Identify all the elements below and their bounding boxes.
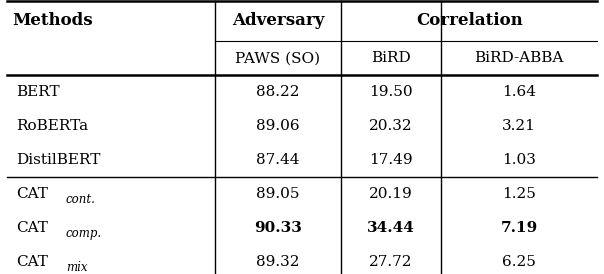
Text: 90.33: 90.33 (254, 221, 302, 235)
Text: Correlation: Correlation (416, 12, 522, 30)
Text: 1.64: 1.64 (502, 85, 536, 99)
Text: BiRD: BiRD (371, 51, 411, 65)
Text: comp.: comp. (66, 227, 102, 240)
Text: 1.25: 1.25 (502, 187, 536, 201)
Text: Methods: Methods (13, 12, 94, 30)
Text: 27.72: 27.72 (369, 255, 413, 269)
Text: 87.44: 87.44 (256, 153, 300, 167)
Text: CAT: CAT (16, 221, 48, 235)
Text: 17.49: 17.49 (369, 153, 413, 167)
Text: 19.50: 19.50 (369, 85, 413, 99)
Text: CAT: CAT (16, 255, 48, 269)
Text: RoBERTa: RoBERTa (16, 119, 88, 133)
Text: 34.44: 34.44 (367, 221, 415, 235)
Text: 88.22: 88.22 (256, 85, 300, 99)
Text: DistilBERT: DistilBERT (16, 153, 100, 167)
Text: PAWS (SO): PAWS (SO) (236, 51, 321, 65)
Text: BERT: BERT (16, 85, 59, 99)
Text: 7.19: 7.19 (500, 221, 538, 235)
Text: Adversary: Adversary (232, 12, 324, 30)
Text: 89.06: 89.06 (256, 119, 300, 133)
Text: CAT: CAT (16, 187, 48, 201)
Text: BiRD-ABBA: BiRD-ABBA (474, 51, 564, 65)
Text: mix: mix (66, 261, 87, 274)
Text: 20.19: 20.19 (369, 187, 413, 201)
Text: cont.: cont. (66, 193, 95, 206)
Text: 89.32: 89.32 (256, 255, 300, 269)
Text: 20.32: 20.32 (369, 119, 413, 133)
Text: 1.03: 1.03 (502, 153, 536, 167)
Text: 3.21: 3.21 (502, 119, 536, 133)
Text: 89.05: 89.05 (256, 187, 300, 201)
Text: 6.25: 6.25 (502, 255, 536, 269)
